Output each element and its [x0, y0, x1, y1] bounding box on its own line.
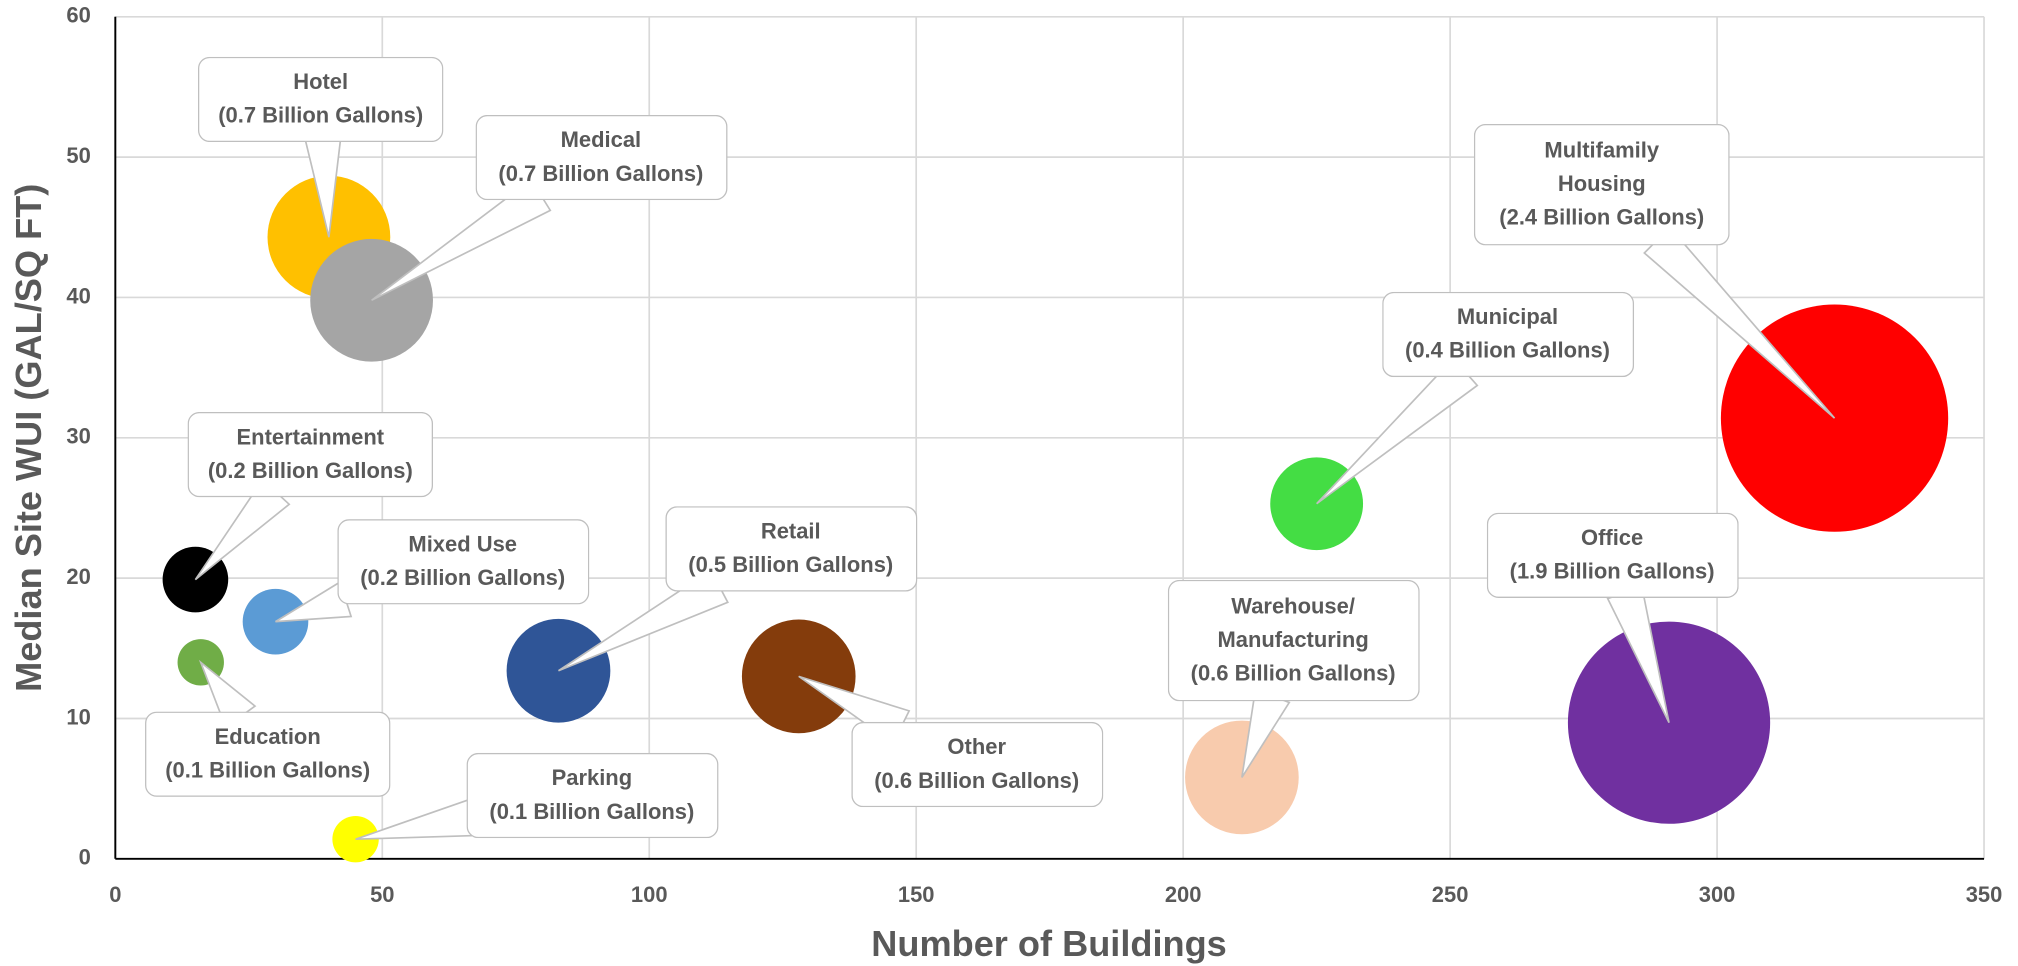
- y-tick-label: 20: [66, 564, 90, 589]
- y-axis-title: Median Site WUI (GAL/SQ FT): [8, 184, 49, 692]
- y-tick-label: 0: [79, 845, 91, 870]
- x-tick-label: 200: [1165, 882, 1202, 907]
- x-tick-label: 100: [631, 882, 668, 907]
- callout: Warehouse/ Manufacturing (0.6 Billion Gal…: [1167, 579, 1420, 702]
- callout-box: Entertainment (0.2 Billion Gallons): [187, 411, 434, 498]
- callouts: Hotel (0.7 Billion Gallons) Medical (0.7 Bi…: [145, 56, 1836, 841]
- bubble-name: Warehouse/ Manufacturing: [1217, 594, 1369, 653]
- bubble-name: Parking: [551, 765, 633, 791]
- x-tick-label: 250: [1432, 882, 1469, 907]
- bubble-size-label: (0.2 Billion Gallons): [360, 565, 566, 591]
- bubble-name: Other: [947, 734, 1006, 760]
- callout-box: Hotel (0.7 Billion Gallons): [197, 56, 444, 143]
- y-tick-label: 30: [66, 424, 90, 449]
- callout: Education (0.1 Billion Gallons): [145, 711, 391, 797]
- x-axis-title: Number of Buildings: [871, 923, 1227, 964]
- callout-box: Municipal (0.4 Billion Gallons): [1381, 291, 1634, 378]
- y-tick-label: 60: [66, 3, 90, 28]
- y-tick-label: 40: [66, 283, 90, 308]
- bubble-size-label: (2.4 Billion Gallons): [1499, 205, 1705, 230]
- bubble-name: Municipal: [1456, 304, 1559, 330]
- callout: Office (1.9 Billion Gallons): [1486, 512, 1739, 598]
- bubble-name: Medical: [560, 127, 642, 153]
- x-tick-label: 150: [898, 882, 935, 907]
- bubble-name: Retail: [760, 519, 821, 544]
- bubble-size-label: (1.9 Billion Gallons): [1509, 559, 1715, 584]
- bubble-size-label: (0.5 Billion Gallons): [688, 552, 894, 578]
- callout-pointer: [355, 798, 476, 841]
- x-tick-label: 50: [370, 882, 394, 907]
- callout-box: Office (1.9 Billion Gallons): [1486, 512, 1739, 598]
- callout: Medical (0.7 Billion Gallons): [474, 114, 727, 201]
- callout: Parking (0.1 Billion Gallons): [465, 752, 718, 839]
- x-tick-label: 300: [1699, 882, 1736, 907]
- callout-pointer: [1316, 357, 1479, 505]
- bubble-name: Entertainment: [236, 424, 385, 450]
- callout-box: Medical (0.7 Billion Gallons): [474, 114, 727, 201]
- bubble-name: Mixed Use: [408, 532, 518, 557]
- bubble-size-label: (0.6 Billion Gallons): [1190, 661, 1396, 686]
- callout: Entertainment (0.2 Billion Gallons): [187, 411, 434, 498]
- callout: Multifamily Housing (2.4 Billion Gallons): [1473, 123, 1730, 246]
- y-tick-label: 50: [66, 143, 90, 168]
- callout-box: Education (0.1 Billion Gallons): [145, 711, 391, 797]
- callout-box: Parking (0.1 Billion Gallons): [465, 752, 718, 839]
- bubble-size-label: (0.4 Billion Gallons): [1405, 338, 1610, 363]
- bubble-size-label: (0.1 Billion Gallons): [165, 758, 371, 783]
- callout: Hotel (0.7 Billion Gallons): [197, 56, 444, 143]
- bubble-name: Hotel: [293, 69, 349, 95]
- x-tick-label: 350: [1966, 882, 2003, 907]
- callout-box: Multifamily Housing (2.4 Billion Gallons): [1473, 123, 1730, 246]
- bubble-size-label: (0.7 Billion Gallons): [218, 103, 424, 128]
- bubble-size-label: (0.6 Billion Gallons): [874, 768, 1080, 793]
- callout: Mixed Use (0.2 Billion Gallons): [336, 519, 589, 605]
- callout-box: Mixed Use (0.2 Billion Gallons): [336, 519, 589, 605]
- x-tick-label: 0: [109, 882, 121, 907]
- callout: Municipal (0.4 Billion Gallons): [1381, 291, 1634, 378]
- callout: Retail (0.5 Billion Gallons): [664, 506, 917, 592]
- callout-box: Retail (0.5 Billion Gallons): [664, 506, 917, 592]
- callout-box: Warehouse/ Manufacturing (0.6 Billion Gal…: [1167, 579, 1420, 702]
- callout-box: Other (0.6 Billion Gallons): [850, 721, 1103, 808]
- bubble-size-label: (0.2 Billion Gallons): [207, 458, 413, 483]
- y-tick-label: 10: [66, 704, 90, 729]
- bubble-name: Education: [214, 724, 321, 750]
- bubble-name: Multifamily Housing: [1544, 138, 1660, 197]
- bubble-size-label: (0.1 Billion Gallons): [489, 799, 695, 824]
- bubble-name: Office: [1580, 525, 1644, 551]
- bubble-size-label: (0.7 Billion Gallons): [498, 161, 704, 186]
- callout: Other (0.6 Billion Gallons): [850, 721, 1103, 808]
